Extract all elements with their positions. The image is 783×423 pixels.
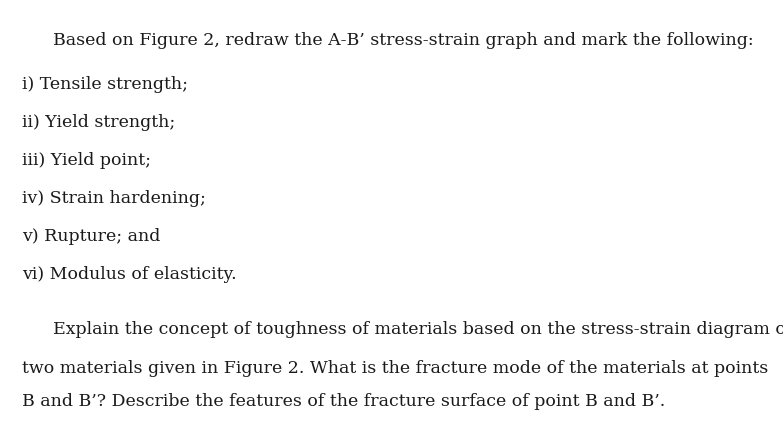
Text: Explain the concept of toughness of materials based on the stress-strain diagram: Explain the concept of toughness of mate… (53, 321, 783, 338)
Text: i) Tensile strength;: i) Tensile strength; (22, 76, 188, 93)
Text: v) Rupture; and: v) Rupture; and (22, 228, 161, 245)
Text: Based on Figure 2, redraw the A-B’ stress-strain graph and mark the following:: Based on Figure 2, redraw the A-B’ stres… (53, 32, 754, 49)
Text: iv) Strain hardening;: iv) Strain hardening; (22, 190, 206, 207)
Text: iii) Yield point;: iii) Yield point; (22, 152, 151, 169)
Text: ii) Yield strength;: ii) Yield strength; (22, 114, 175, 131)
Text: two materials given in Figure 2. What is the fracture mode of the materials at p: two materials given in Figure 2. What is… (22, 360, 768, 376)
Text: vi) Modulus of elasticity.: vi) Modulus of elasticity. (22, 266, 236, 283)
Text: B and B’? Describe the features of the fracture surface of point B and B’.: B and B’? Describe the features of the f… (22, 393, 666, 410)
